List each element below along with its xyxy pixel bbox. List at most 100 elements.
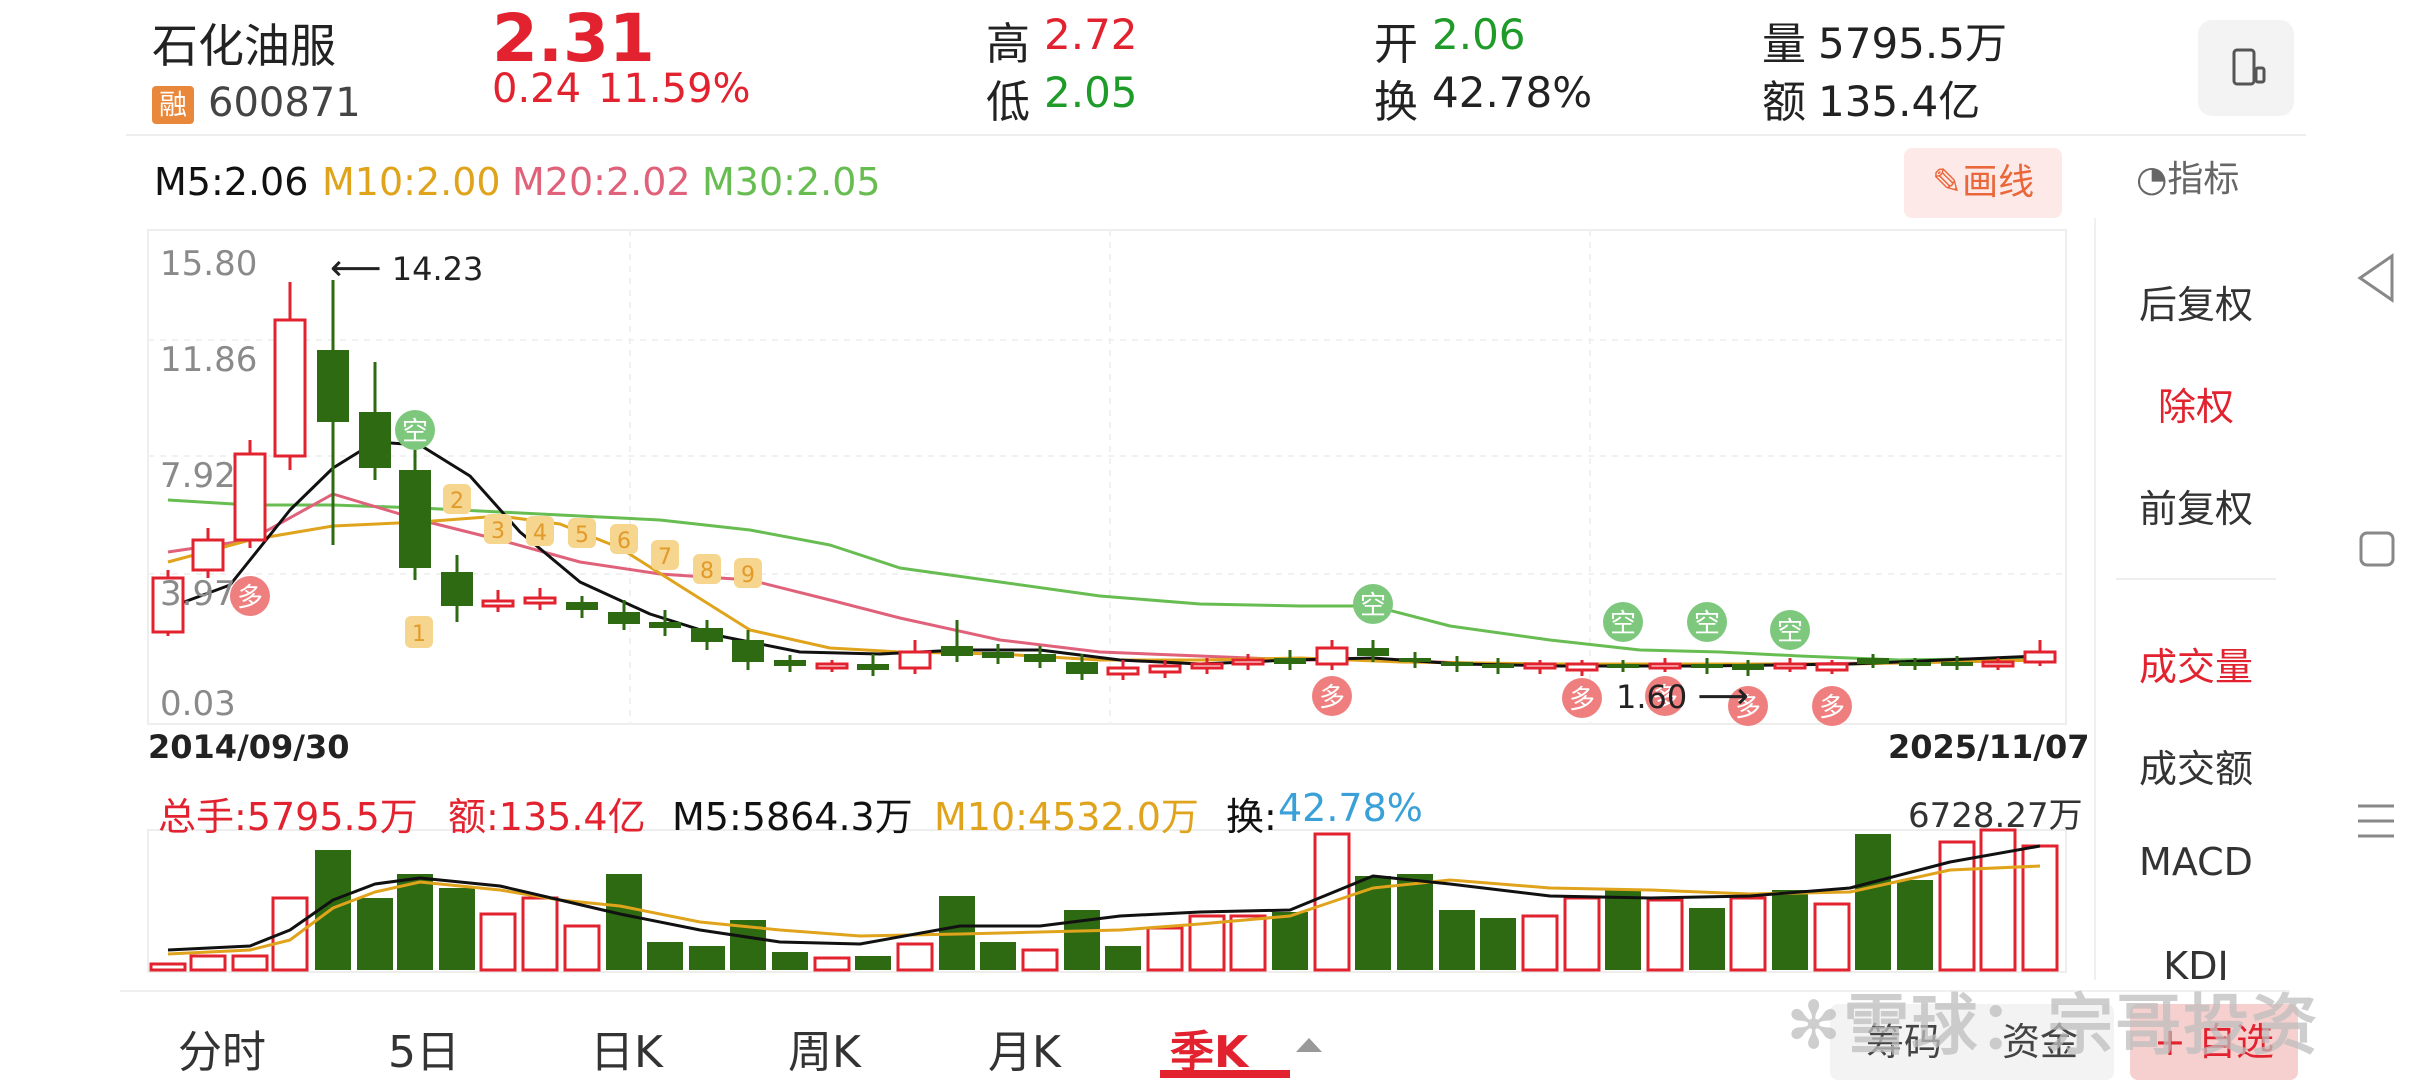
sequence-tag: [610, 524, 638, 554]
caret-up-icon[interactable]: [1294, 1034, 1324, 1054]
draw-line-button[interactable]: ✎画线: [1904, 148, 2062, 218]
sell-signal-icon-glyph: 空: [1777, 617, 1803, 647]
home-nav-icon[interactable]: [2358, 530, 2396, 568]
price-axis-label: 0.03: [160, 684, 236, 724]
candle-down: [1691, 664, 1723, 668]
tab-quarterly-k[interactable]: 季K: [1170, 1027, 1249, 1078]
ma5-line: [167, 440, 2041, 668]
volume-bar-down: [1855, 834, 1891, 970]
candle-down: [1357, 648, 1389, 656]
tab-5day[interactable]: 5日: [388, 1027, 460, 1078]
volume-bar-down: [439, 888, 475, 970]
candle-down: [317, 350, 349, 422]
high-annotation-value: 14.23: [391, 250, 484, 288]
candle-down: [649, 622, 681, 628]
ma20-label: M20:2.02: [512, 160, 691, 204]
back-nav-icon[interactable]: [2354, 252, 2398, 304]
indicator-button[interactable]: ◔指标: [2136, 150, 2316, 200]
indicator-macd[interactable]: MACD: [2139, 840, 2253, 884]
volume-bar-up: [2021, 844, 2059, 972]
indicator-kdj[interactable]: KDJ: [2163, 944, 2229, 980]
sell-signal-icon: [395, 410, 435, 450]
candle-up: [1815, 662, 1849, 672]
sell-signal-icon: [1353, 584, 1393, 624]
candle-up: [1315, 646, 1349, 666]
candle-up: [191, 538, 225, 572]
funds-button[interactable]: 资金: [1966, 1004, 2114, 1080]
indicator-amount[interactable]: 成交额: [2138, 747, 2253, 791]
candle-up: [1106, 666, 1140, 676]
candle-down: [399, 470, 431, 568]
volume-bar-up: [896, 942, 934, 972]
volume-bar-up: [1313, 832, 1351, 972]
stock-code: 600871: [208, 80, 361, 126]
volume-bar-up: [1021, 948, 1059, 972]
ma5-label: M5:2.06: [154, 160, 309, 204]
sequence-tag: [568, 518, 596, 548]
tab-daily-k[interactable]: 日K: [590, 1027, 663, 1078]
buy-signal-icon-glyph: 多: [1819, 693, 1845, 723]
candle-down: [359, 412, 391, 468]
candle-down: [1607, 664, 1639, 668]
candle-up: [1773, 662, 1807, 670]
volume-bar-down: [1272, 912, 1308, 970]
chips-button[interactable]: 筹码: [1830, 1004, 1978, 1080]
candle-up: [815, 662, 849, 670]
tab-weekly-k[interactable]: 周K: [788, 1027, 861, 1078]
candle-up: [481, 599, 515, 608]
low-value: 2.05: [1044, 68, 1138, 117]
volume-ma10: M10:4532.0万: [934, 795, 1199, 839]
tab-monthly-k[interactable]: 月K: [988, 1027, 1061, 1078]
volume-bar-up: [563, 924, 601, 972]
tab-intraday[interactable]: 分时: [178, 1027, 266, 1078]
price-change-pct: 11.59%: [598, 66, 751, 112]
volume-turnover: 42.78%: [1278, 786, 1423, 830]
candle-up: [1148, 664, 1182, 674]
indicator-volume[interactable]: 成交量: [2138, 645, 2253, 689]
buy-signal-icon-glyph: 多: [1569, 685, 1595, 715]
volume-total: 总手:5795.5万: [158, 795, 418, 839]
volume-bar-down: [1439, 910, 1475, 970]
volume-label: 量: [1762, 19, 1806, 70]
arrow-right-icon: ⟶: [1697, 676, 1750, 717]
candle-down: [608, 612, 640, 624]
low-annotation-value: 1.60: [1616, 678, 1688, 716]
volume-bar-down: [647, 942, 683, 970]
amount-value: 135.4亿: [1818, 77, 1981, 126]
sequence-tag-number: 8: [700, 559, 714, 584]
chart-frame: [147, 229, 2067, 725]
volume-ma10-line: [167, 864, 2041, 956]
candle-down: [941, 646, 973, 656]
sequence-tag: [693, 554, 721, 584]
adjust-none[interactable]: 除权: [2157, 385, 2234, 429]
snowball-logo-icon: ✻: [1786, 987, 1844, 1064]
candle-up: [1648, 662, 1682, 670]
ma30-label: M30:2.05: [702, 160, 881, 204]
indicator-label: 指标: [2167, 159, 2240, 200]
volume-bar-down: [1605, 890, 1641, 970]
add-watchlist-button[interactable]: + 自选: [2130, 1004, 2298, 1080]
volume-bar-up: [813, 956, 851, 972]
candle-down: [732, 640, 764, 662]
buy-signal-icon-glyph: 多: [1735, 693, 1761, 723]
menu-nav-icon[interactable]: [2354, 800, 2398, 842]
margin-badge: 融: [152, 86, 194, 124]
low-label: 低: [986, 77, 1030, 128]
volume-value: 5795.5万: [1818, 19, 2007, 68]
adjust-backward[interactable]: 后复权: [2138, 283, 2253, 327]
buy-signal-icon: [1312, 676, 1352, 716]
candle-up: [273, 318, 307, 458]
candle-down: [1441, 662, 1473, 666]
watermark: ✻雪球：宗哥投资: [1786, 972, 2319, 1068]
sequence-tag-number: 5: [575, 523, 589, 548]
ma-lines: [167, 440, 2041, 668]
buy-signal-icon: [230, 576, 270, 616]
rotate-screen-button[interactable]: [2198, 20, 2294, 116]
buy-signal-icon-glyph: 多: [1319, 683, 1345, 713]
funds-label: 资金: [2001, 1020, 2078, 1064]
volume-bar-down: [1897, 880, 1933, 970]
adjust-forward[interactable]: 前复权: [2138, 487, 2253, 531]
volume-amount: 额:135.4亿: [448, 795, 646, 839]
buy-signal-icon: [1562, 678, 1602, 718]
